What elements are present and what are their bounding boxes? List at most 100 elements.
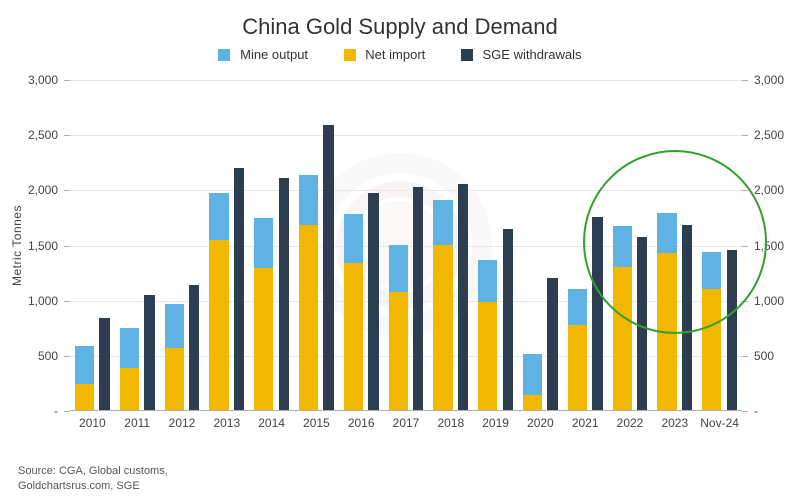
chart-title: China Gold Supply and Demand xyxy=(0,14,800,40)
bar-sge-withdrawals xyxy=(592,217,602,410)
y-tick-left: 500 xyxy=(38,349,58,363)
y-tick-left: - xyxy=(54,404,58,418)
bar-mine-output xyxy=(389,245,408,292)
bar-mine-output xyxy=(344,214,363,264)
y-tick-left: 1,000 xyxy=(28,294,58,308)
x-tick-label: 2012 xyxy=(169,416,196,430)
bar-net-import xyxy=(209,240,228,410)
bar-sge-withdrawals xyxy=(368,193,378,410)
bar-mine-output xyxy=(433,200,452,244)
x-tick-label: 2019 xyxy=(482,416,509,430)
bar-net-import xyxy=(389,292,408,410)
x-tick-label: Nov-24 xyxy=(700,416,739,430)
legend-item-net-import: Net import xyxy=(344,46,426,62)
y-tick-right: 3,000 xyxy=(754,73,784,87)
bar-mine-output xyxy=(299,175,318,225)
bar-mine-output xyxy=(478,260,497,302)
y-tick-mark xyxy=(742,411,748,412)
gridline xyxy=(70,80,742,81)
source-attribution: Source: CGA, Global customs, Goldchartsr… xyxy=(18,464,168,494)
bar-net-import xyxy=(344,263,363,410)
x-tick-label: 2011 xyxy=(124,416,150,430)
bar-mine-output xyxy=(613,226,632,267)
legend-label: Mine output xyxy=(240,47,308,62)
y-tick-right: 500 xyxy=(754,349,774,363)
legend-item-mine-output: Mine output xyxy=(218,46,308,62)
bar-mine-output xyxy=(75,346,94,384)
legend-label: Net import xyxy=(365,47,425,62)
bar-net-import xyxy=(75,384,94,410)
bar-sge-withdrawals xyxy=(458,184,468,410)
bar-mine-output xyxy=(702,252,721,288)
y-tick-mark xyxy=(742,135,748,136)
bar-net-import xyxy=(478,302,497,410)
bar-net-import xyxy=(702,289,721,410)
bar-mine-output xyxy=(657,213,676,254)
y-tick-left: 3,000 xyxy=(28,73,58,87)
y-tick-right: - xyxy=(754,404,758,418)
legend: Mine output Net import SGE withdrawals xyxy=(0,46,800,62)
x-tick-label: 2014 xyxy=(258,416,285,430)
legend-label: SGE withdrawals xyxy=(483,47,582,62)
x-tick-label: 2022 xyxy=(617,416,644,430)
bar-sge-withdrawals xyxy=(413,187,423,410)
x-tick-label: 2021 xyxy=(572,416,599,430)
bar-net-import xyxy=(299,225,318,410)
x-tick-label: 2016 xyxy=(348,416,375,430)
y-tick-mark xyxy=(742,356,748,357)
bar-mine-output xyxy=(165,304,184,348)
bar-sge-withdrawals xyxy=(323,125,333,410)
bar-sge-withdrawals xyxy=(547,278,557,410)
bar-net-import xyxy=(568,325,587,410)
bar-mine-output xyxy=(209,193,228,240)
bar-sge-withdrawals xyxy=(279,178,289,410)
y-tick-mark xyxy=(64,411,70,412)
y-tick-mark xyxy=(742,190,748,191)
bar-net-import xyxy=(657,253,676,410)
y-tick-right: 1,000 xyxy=(754,294,784,308)
x-tick-label: 2013 xyxy=(213,416,240,430)
y-tick-left: 1,500 xyxy=(28,239,58,253)
x-tick-label: 2023 xyxy=(661,416,688,430)
bar-sge-withdrawals xyxy=(189,285,199,410)
legend-swatch xyxy=(344,49,356,61)
gridline xyxy=(70,135,742,136)
bar-sge-withdrawals xyxy=(503,229,513,410)
y-tick-mark xyxy=(742,80,748,81)
y-tick-right: 1,500 xyxy=(754,239,784,253)
x-tick-label: 2018 xyxy=(437,416,464,430)
bar-net-import xyxy=(165,348,184,410)
bar-net-import xyxy=(613,267,632,410)
y-tick-right: 2,500 xyxy=(754,128,784,142)
gridline xyxy=(70,190,742,191)
y-tick-mark xyxy=(742,246,748,247)
x-tick-label: 2015 xyxy=(303,416,330,430)
bar-mine-output xyxy=(254,218,273,268)
legend-swatch xyxy=(218,49,230,61)
y-tick-mark xyxy=(742,301,748,302)
plot-area: --5005001,0001,0001,5001,5002,0002,0002,… xyxy=(70,80,742,411)
y-axis-label: Metric Tonnes xyxy=(10,205,24,286)
bar-mine-output xyxy=(120,328,139,368)
y-tick-left: 2,000 xyxy=(28,183,58,197)
bar-sge-withdrawals xyxy=(99,318,109,410)
bar-net-import xyxy=(120,368,139,410)
chart-container: { "chart": { "type": "grouped-bar", "tit… xyxy=(0,0,800,504)
bar-sge-withdrawals xyxy=(727,250,737,410)
y-tick-left: 2,500 xyxy=(28,128,58,142)
x-tick-label: 2020 xyxy=(527,416,554,430)
bar-sge-withdrawals xyxy=(234,168,244,410)
bar-net-import xyxy=(254,268,273,410)
y-tick-right: 2,000 xyxy=(754,183,784,197)
bar-sge-withdrawals xyxy=(637,237,647,410)
bar-net-import xyxy=(523,395,542,410)
x-tick-label: 2017 xyxy=(393,416,420,430)
bar-net-import xyxy=(433,245,452,411)
bar-mine-output xyxy=(523,354,542,395)
legend-swatch xyxy=(461,49,473,61)
x-tick-label: 2010 xyxy=(79,416,106,430)
bar-sge-withdrawals xyxy=(682,225,692,410)
bar-mine-output xyxy=(568,289,587,325)
bar-sge-withdrawals xyxy=(144,295,154,410)
legend-item-sge-withdrawals: SGE withdrawals xyxy=(461,46,582,62)
